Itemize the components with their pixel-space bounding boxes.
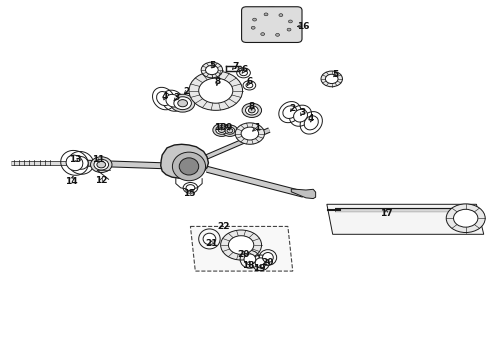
Ellipse shape (243, 8, 301, 42)
Circle shape (289, 20, 293, 23)
Ellipse shape (157, 91, 171, 105)
Text: 15: 15 (183, 189, 195, 198)
Text: 13: 13 (69, 155, 82, 164)
Circle shape (225, 127, 235, 134)
Ellipse shape (304, 116, 319, 130)
Circle shape (205, 65, 218, 75)
Circle shape (235, 123, 265, 144)
Text: 6: 6 (242, 66, 247, 75)
Circle shape (216, 126, 227, 134)
Text: 3: 3 (299, 108, 305, 117)
Text: 6: 6 (246, 77, 252, 86)
Ellipse shape (74, 157, 88, 169)
Circle shape (242, 103, 262, 117)
Circle shape (275, 33, 279, 36)
Circle shape (228, 236, 254, 254)
Circle shape (279, 14, 283, 17)
Ellipse shape (66, 155, 83, 171)
Text: 5: 5 (332, 70, 338, 79)
Polygon shape (291, 189, 316, 199)
Text: 14: 14 (65, 176, 77, 185)
Ellipse shape (294, 109, 308, 122)
Text: 9: 9 (226, 123, 232, 132)
Text: 4: 4 (162, 91, 168, 100)
Circle shape (261, 33, 265, 36)
Circle shape (454, 209, 478, 227)
Ellipse shape (179, 158, 199, 175)
Circle shape (189, 71, 243, 111)
Circle shape (227, 129, 233, 133)
Text: 1: 1 (254, 123, 260, 132)
Text: 19: 19 (253, 264, 266, 273)
Ellipse shape (255, 258, 266, 268)
Text: 7: 7 (232, 62, 239, 71)
Text: 20: 20 (237, 250, 250, 259)
Circle shape (253, 18, 256, 21)
Ellipse shape (263, 252, 273, 262)
Text: 21: 21 (206, 239, 218, 248)
Text: 10: 10 (215, 123, 227, 132)
Circle shape (91, 157, 112, 172)
Ellipse shape (166, 94, 180, 107)
Circle shape (213, 123, 230, 136)
Polygon shape (327, 204, 484, 234)
Ellipse shape (203, 233, 216, 245)
Text: 4: 4 (308, 114, 314, 123)
Ellipse shape (283, 106, 297, 118)
Ellipse shape (238, 66, 242, 71)
Circle shape (321, 71, 343, 87)
Circle shape (287, 28, 291, 31)
Circle shape (246, 83, 253, 88)
Text: 20: 20 (262, 258, 274, 267)
FancyBboxPatch shape (242, 7, 302, 42)
Circle shape (201, 62, 222, 78)
Polygon shape (191, 226, 293, 271)
Text: 2: 2 (183, 87, 190, 96)
Text: 18: 18 (242, 261, 254, 270)
Circle shape (264, 13, 268, 16)
Circle shape (325, 74, 338, 84)
Text: 3: 3 (173, 93, 180, 102)
Text: 22: 22 (217, 222, 229, 231)
Circle shape (94, 159, 109, 170)
Text: 17: 17 (380, 210, 392, 219)
Circle shape (241, 127, 259, 140)
Text: 2: 2 (290, 104, 296, 113)
Text: 5: 5 (210, 61, 216, 70)
Circle shape (174, 97, 192, 110)
Circle shape (218, 127, 225, 132)
Circle shape (97, 161, 106, 168)
Circle shape (446, 204, 485, 233)
Circle shape (251, 26, 255, 29)
Circle shape (222, 125, 238, 136)
Ellipse shape (244, 254, 256, 265)
Circle shape (178, 100, 188, 107)
Text: 8: 8 (214, 77, 220, 86)
Circle shape (186, 185, 195, 191)
Ellipse shape (172, 152, 205, 181)
Circle shape (240, 70, 247, 76)
Text: 16: 16 (297, 22, 310, 31)
Circle shape (199, 78, 233, 103)
Circle shape (220, 230, 262, 260)
Text: 11: 11 (92, 156, 104, 165)
Text: 12: 12 (95, 176, 107, 185)
Polygon shape (161, 144, 208, 178)
Circle shape (171, 94, 195, 112)
Text: 8: 8 (248, 102, 254, 111)
Circle shape (248, 108, 255, 113)
Circle shape (245, 106, 258, 115)
